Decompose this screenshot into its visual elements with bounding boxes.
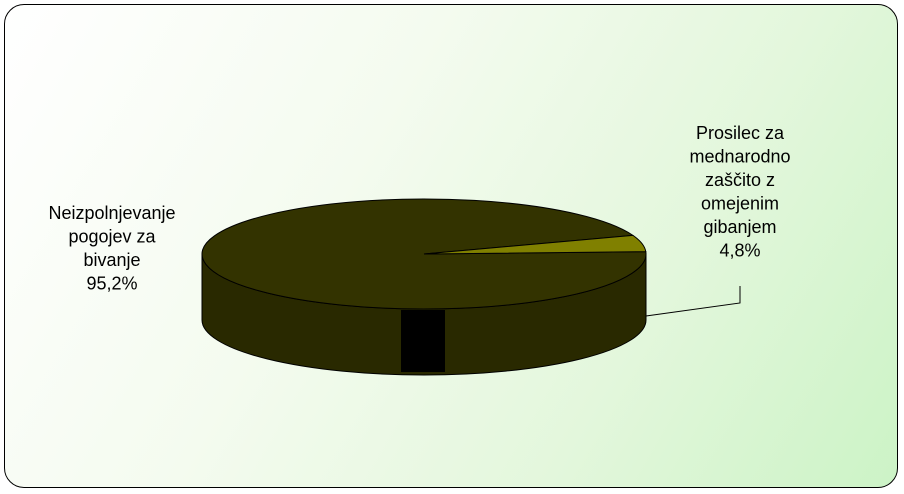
slice-label-1: Prosilec za mednarodno zaščito z omejenim gi… bbox=[689, 123, 790, 261]
pie-side-shadow bbox=[401, 310, 445, 372]
slice-label-0: Neizpolnjevanje pogojev za bivanje 95,2% bbox=[48, 203, 175, 294]
leader-line bbox=[645, 286, 741, 317]
pie-slice-1 bbox=[423, 234, 647, 255]
